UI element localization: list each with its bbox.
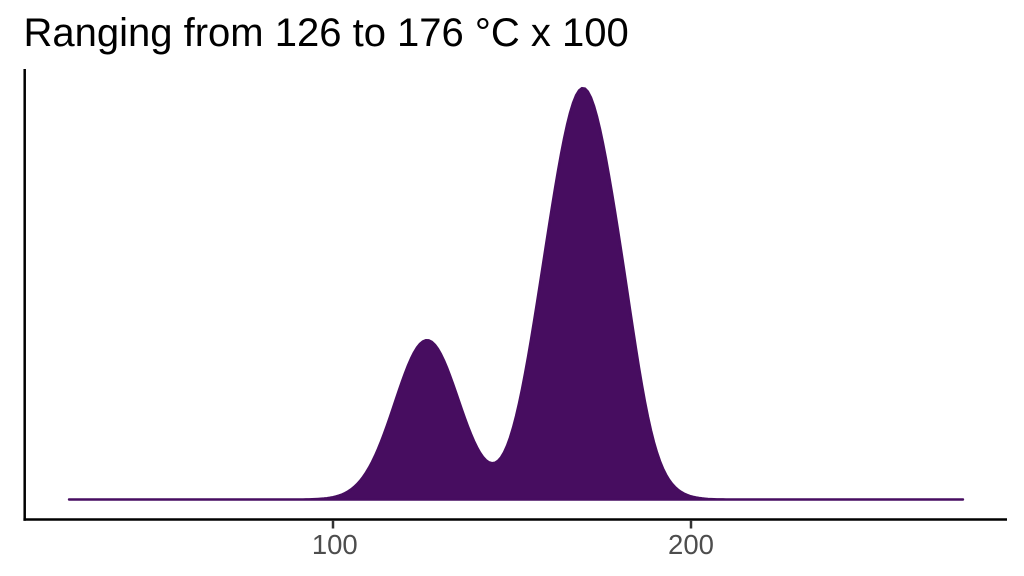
svg-text:Ranging from 126 to 176 °C x 1: Ranging from 126 to 176 °C x 100 [24,11,629,55]
svg-text:100: 100 [312,529,358,560]
svg-text:200: 200 [668,529,714,560]
